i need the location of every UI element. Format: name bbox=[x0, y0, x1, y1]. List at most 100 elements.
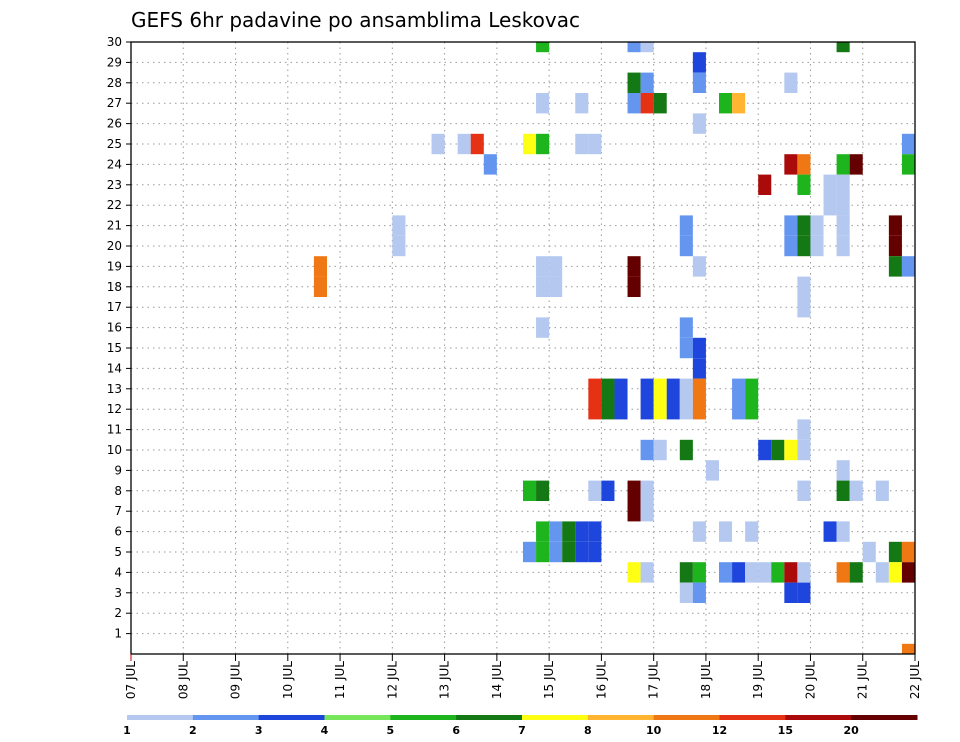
data-cell bbox=[888, 215, 902, 236]
data-cell bbox=[745, 562, 759, 583]
data-cell bbox=[797, 582, 811, 603]
data-cell bbox=[797, 215, 811, 236]
data-cell bbox=[692, 521, 706, 542]
y-tick-label: 21 bbox=[107, 219, 122, 233]
data-cell bbox=[536, 256, 550, 277]
legend-label: 7 bbox=[518, 724, 526, 737]
data-cell bbox=[627, 480, 641, 501]
data-cell bbox=[653, 378, 667, 399]
data-cell bbox=[836, 195, 850, 216]
data-cell bbox=[627, 562, 641, 583]
data-cell bbox=[797, 439, 811, 461]
data-cell bbox=[745, 399, 759, 420]
data-cell bbox=[627, 72, 641, 93]
data-cell bbox=[653, 399, 667, 420]
legend-swatch bbox=[127, 715, 194, 720]
data-cell bbox=[562, 541, 576, 563]
data-cell bbox=[588, 521, 602, 542]
legend-swatch bbox=[192, 715, 260, 720]
legend-label: 5 bbox=[387, 724, 395, 737]
y-tick-label: 26 bbox=[107, 117, 122, 131]
data-cell bbox=[313, 256, 327, 277]
x-tick-label: 08 JUL bbox=[176, 661, 190, 699]
data-cell bbox=[470, 133, 484, 155]
data-cell bbox=[732, 93, 746, 114]
data-cell bbox=[679, 317, 693, 338]
data-cell bbox=[692, 337, 706, 359]
data-cell bbox=[836, 235, 850, 257]
legend-label: 6 bbox=[452, 724, 460, 737]
data-cell bbox=[888, 235, 902, 257]
data-cell bbox=[640, 72, 654, 93]
data-cell bbox=[588, 399, 602, 420]
y-tick-label: 25 bbox=[107, 137, 122, 151]
data-cell bbox=[836, 215, 850, 236]
y-tick-label: 20 bbox=[107, 239, 122, 253]
legend-swatch bbox=[587, 715, 655, 720]
data-cell bbox=[758, 439, 772, 461]
data-cell bbox=[575, 133, 589, 155]
data-cell bbox=[666, 378, 680, 399]
data-cell bbox=[692, 562, 706, 583]
legend-swatch bbox=[258, 715, 325, 720]
data-cell bbox=[732, 562, 746, 583]
data-cell bbox=[875, 562, 889, 583]
data-cell bbox=[836, 562, 850, 583]
data-cell bbox=[862, 541, 876, 563]
data-cell bbox=[719, 93, 733, 114]
legend-label: 12 bbox=[712, 724, 727, 737]
data-cell bbox=[692, 358, 706, 379]
data-cell bbox=[536, 133, 550, 155]
data-cell bbox=[588, 480, 602, 501]
data-cell bbox=[549, 541, 563, 563]
legend-label: 2 bbox=[189, 724, 197, 737]
data-cell bbox=[797, 276, 811, 297]
data-cell bbox=[653, 93, 667, 114]
y-tick-label: 8 bbox=[114, 484, 122, 498]
data-cell bbox=[392, 235, 406, 257]
data-cell bbox=[549, 276, 563, 297]
x-tick-label: 13 JUL bbox=[438, 661, 452, 699]
data-cell bbox=[823, 521, 837, 542]
data-cell bbox=[575, 541, 589, 563]
x-tick-label: 14 JUL bbox=[490, 661, 504, 699]
data-cell bbox=[823, 174, 837, 195]
legend-swatch bbox=[522, 715, 589, 720]
data-cell bbox=[692, 113, 706, 134]
legend-label: 3 bbox=[255, 724, 263, 737]
data-cell bbox=[627, 501, 641, 522]
data-cell bbox=[797, 419, 811, 440]
data-cell bbox=[836, 42, 850, 53]
y-tick-label: 9 bbox=[114, 463, 122, 477]
data-cell bbox=[601, 480, 615, 501]
data-cell bbox=[640, 399, 654, 420]
data-cell bbox=[627, 256, 641, 277]
data-cell bbox=[536, 480, 550, 501]
data-cell bbox=[627, 42, 641, 53]
data-cells bbox=[313, 42, 915, 654]
x-tick-label: 16 JUL bbox=[594, 661, 608, 699]
data-cell bbox=[784, 562, 798, 583]
legend-label: 4 bbox=[321, 724, 329, 737]
x-tick-label: 07 JUL bbox=[124, 661, 138, 699]
chart-title: GEFS 6hr padavine po ansamblima Leskovac bbox=[131, 8, 580, 32]
data-cell bbox=[679, 337, 693, 359]
data-cell bbox=[588, 541, 602, 563]
data-cell bbox=[901, 256, 915, 277]
data-cell bbox=[836, 154, 850, 175]
data-cell bbox=[758, 174, 772, 195]
data-cell bbox=[823, 195, 837, 216]
legend-label: 15 bbox=[778, 724, 793, 737]
legend-swatch bbox=[851, 715, 918, 720]
y-tick-label: 3 bbox=[114, 586, 122, 600]
data-cell bbox=[601, 378, 615, 399]
data-cell bbox=[679, 399, 693, 420]
data-cell bbox=[679, 562, 693, 583]
data-cell bbox=[901, 154, 915, 175]
data-cell bbox=[784, 582, 798, 603]
x-tick-label: 22 JUL bbox=[908, 661, 922, 699]
data-cell bbox=[653, 439, 667, 461]
data-cell bbox=[679, 439, 693, 461]
x-tick-label: 21 JUL bbox=[856, 661, 870, 699]
y-tick-label: 12 bbox=[107, 402, 122, 416]
